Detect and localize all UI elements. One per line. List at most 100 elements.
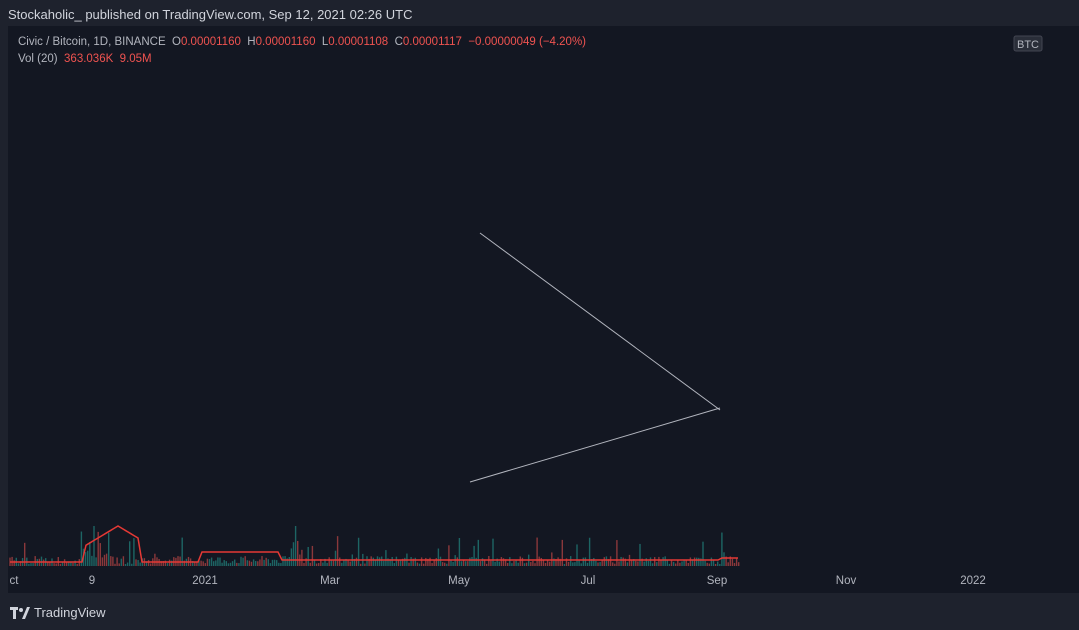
x-tick-label: 2021 [192, 575, 218, 587]
volume-bar [679, 562, 681, 566]
volume-bar [578, 560, 580, 566]
symbol-title[interactable]: Civic / Bitcoin, 1D, BINANCE [18, 36, 166, 48]
volume-bar [702, 541, 704, 566]
volume-bar [328, 557, 330, 566]
volume-value: 363.036K [64, 53, 114, 65]
volume-bar [343, 560, 345, 566]
volume-bar [639, 543, 641, 566]
volume-bar [252, 559, 255, 566]
volume-bar [565, 558, 568, 566]
volume-bar [723, 552, 725, 566]
volume-bar [13, 560, 15, 566]
volume-bar [240, 556, 242, 566]
volume-bar [345, 558, 347, 566]
volume-bar [47, 562, 49, 566]
volume-bar [303, 563, 305, 566]
volume-bar [624, 558, 626, 566]
volume-bar [654, 557, 656, 566]
volume-bar [704, 560, 706, 566]
volume-bar [393, 563, 395, 566]
volume-bar [645, 558, 647, 566]
volume-bar [414, 557, 416, 566]
x-tick-label: Jul [581, 575, 596, 587]
volume-bar [137, 560, 139, 566]
volume-bar [427, 558, 429, 566]
chart-pane[interactable] [8, 26, 988, 593]
volume-bar [332, 560, 335, 566]
volume-bar [735, 557, 738, 566]
volume-bar [315, 563, 318, 566]
volume-bar [248, 560, 251, 566]
volume-bar [731, 558, 734, 566]
volume-bar [164, 560, 167, 566]
volume-bar [418, 563, 421, 566]
volume-bar [280, 563, 282, 566]
volume-bar [475, 557, 477, 566]
volume-bar [263, 559, 265, 566]
volume-bar [242, 557, 244, 566]
volume-bar [477, 539, 479, 566]
volume-bar [637, 561, 639, 566]
volume-bar [408, 562, 410, 566]
volume-bar [389, 559, 391, 566]
volume-label[interactable]: Vol (20) [18, 53, 58, 65]
volume-bar [584, 557, 587, 566]
volume-bar [91, 555, 93, 566]
volume-bar [391, 557, 393, 566]
volume-bar [444, 562, 446, 566]
volume-bar [614, 563, 616, 566]
currency-badge-label: BTC [1017, 39, 1039, 51]
volume-bar [601, 559, 603, 566]
volume-bar [236, 562, 238, 566]
volume-bar [622, 557, 624, 566]
volume-bar [246, 560, 248, 566]
volume-bar [250, 561, 253, 566]
volume-bar [24, 542, 26, 566]
volume-bar [108, 532, 110, 566]
volume-bar [238, 563, 240, 566]
volume-bar [177, 556, 179, 566]
tradingview-logo-icon [10, 607, 30, 619]
volume-bar [225, 561, 227, 566]
volume-bar [599, 562, 601, 566]
footer-brand[interactable]: TradingView [34, 605, 106, 620]
volume-bar [368, 558, 370, 566]
x-tick-label: Mar [320, 575, 340, 587]
volume-bar [437, 548, 440, 566]
volume-bar [423, 563, 425, 566]
volume-bar [378, 557, 381, 566]
volume-bar [660, 560, 662, 566]
volume-bar [553, 558, 555, 566]
price-axis-pane[interactable] [988, 26, 1079, 593]
volume-bar [202, 561, 204, 566]
volume-bar [626, 562, 629, 566]
volume-bar [446, 563, 448, 566]
volume-bar [261, 556, 263, 566]
volume-bar [635, 560, 637, 566]
published-text: Stockaholic_ published on TradingView.co… [8, 7, 413, 22]
volume-bar [540, 557, 542, 566]
volume-bar [244, 556, 246, 566]
volume-bar [278, 562, 280, 566]
x-tick-label: ct [10, 575, 20, 587]
volume-bar [521, 557, 524, 566]
volume-bar [276, 560, 278, 566]
volume-bar [80, 531, 83, 566]
volume-bar [357, 537, 360, 566]
volume-bar [183, 560, 185, 566]
volume-bar [131, 563, 133, 566]
volume-bar [515, 560, 517, 566]
volume-bar [267, 559, 269, 566]
volume-bar [347, 560, 349, 566]
volume-bar [567, 561, 570, 566]
volume-bar [383, 560, 385, 566]
volume-bar [572, 562, 574, 566]
volume-bar [374, 560, 377, 566]
volume-bar [372, 557, 374, 566]
volume-bar [28, 563, 30, 566]
volume-bar [486, 563, 488, 566]
volume-bar [662, 557, 664, 566]
volume-bar [97, 531, 99, 566]
volume-bar [147, 560, 150, 566]
